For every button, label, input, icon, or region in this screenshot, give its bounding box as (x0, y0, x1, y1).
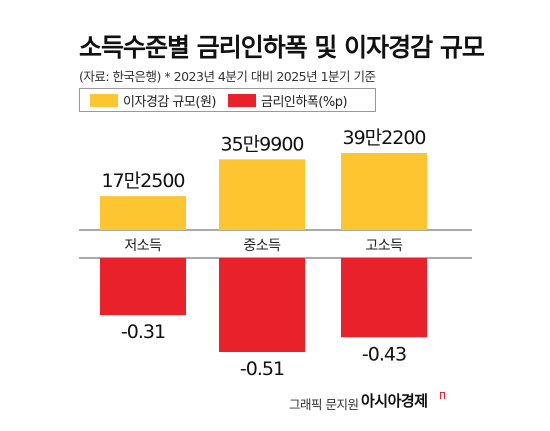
graphic-credit: 그래픽 문지원 (289, 397, 359, 412)
bar-rate-cut-high-income (341, 258, 427, 338)
chart-title: 소득수준별 금리인하폭 및 이자경감 규모 (79, 33, 485, 62)
data-label-rate-cut-high-income: -0.43 (362, 343, 406, 365)
data-label-interest-relief-low-income: 17만2500 (101, 170, 184, 192)
bar-rate-cut-middle-income (219, 258, 305, 352)
data-label-interest-relief-middle-income: 35만9900 (220, 133, 303, 155)
data-label-rate-cut-low-income: -0.31 (121, 321, 165, 343)
chart-subtitle: (자료: 한국은행) * 2023년 4분기 대비 2025년 1분기 기준 (79, 69, 376, 84)
bar-rate-cut-low-income (100, 258, 186, 316)
category-label-low-income: 저소득 (124, 238, 162, 254)
legend-swatch-rate-cut (228, 93, 256, 107)
legend-swatch-interest-relief (90, 93, 118, 107)
legend-label-interest-relief: 이자경감 규모(원) (123, 94, 217, 110)
bar-interest-relief-low-income (100, 196, 186, 230)
category-label-high-income: 고소득 (365, 238, 403, 254)
publisher-brand: 아시아경제 (361, 392, 428, 410)
data-label-rate-cut-middle-income: -0.51 (240, 358, 284, 380)
brand-mark-icon (440, 392, 445, 399)
bar-interest-relief-middle-income (219, 159, 305, 230)
data-label-interest-relief-high-income: 39만2200 (342, 127, 425, 149)
category-label-middle-income: 중소득 (243, 238, 281, 254)
legend-item-rate-cut: 금리인하폭(%p) (228, 91, 348, 110)
legend-label-rate-cut: 금리인하폭(%p) (261, 94, 348, 110)
legend-item-interest-relief: 이자경감 규모(원) (90, 91, 217, 110)
chart-legend: 이자경감 규모(원) 금리인하폭(%p) (79, 88, 376, 112)
bar-interest-relief-high-income (341, 153, 427, 230)
